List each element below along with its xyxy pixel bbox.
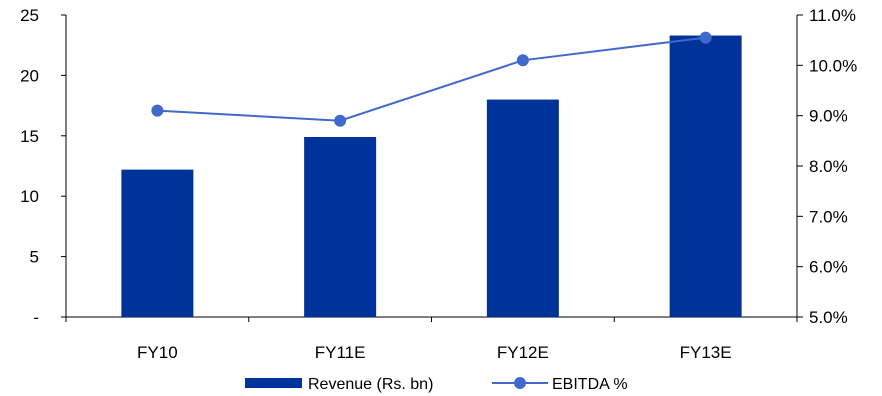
ebitda-series-line xyxy=(157,36,706,122)
legend: Revenue (Rs. bn) EBITDA % xyxy=(245,376,628,393)
left-tick-label: 25 xyxy=(20,6,39,25)
right-tick-label: 5.0% xyxy=(809,308,848,327)
x-tick-label: FY12E xyxy=(497,343,549,362)
legend-label-revenue: Revenue (Rs. bn) xyxy=(308,376,433,393)
revenue-bar xyxy=(486,99,559,317)
right-axis-tick-labels: 5.0% 6.0% 7.0% 8.0% 9.0% 10.0% 11.0% xyxy=(809,6,857,327)
x-tick-label: FY11E xyxy=(315,343,366,362)
left-tick-label: 20 xyxy=(20,66,39,85)
right-tick-label: 10.0% xyxy=(809,56,857,75)
right-tick-label: 6.0% xyxy=(809,258,848,277)
left-axis-tick-labels: - 5 10 15 20 25 xyxy=(20,6,39,327)
right-tick-label: 11.0% xyxy=(809,6,856,25)
ebitda-point xyxy=(516,54,529,67)
revenue-bar xyxy=(121,169,194,317)
revenue-bar xyxy=(304,137,377,317)
ebitda-point xyxy=(334,114,347,127)
revenue-bars xyxy=(121,35,742,317)
legend-label-ebitda: EBITDA % xyxy=(552,376,628,393)
x-tick-label: FY13E xyxy=(680,343,732,362)
left-tick-label: 5 xyxy=(30,248,39,267)
right-tick-label: 9.0% xyxy=(809,107,848,126)
revenue-bar xyxy=(669,35,742,317)
right-tick-label: 7.0% xyxy=(809,207,848,226)
ebitda-point xyxy=(699,31,712,44)
ebitda-line xyxy=(151,31,712,127)
right-tick-label: 8.0% xyxy=(809,157,848,176)
x-tick-label: FY10 xyxy=(137,343,178,362)
legend-line-marker xyxy=(514,377,526,389)
left-tick-label: 15 xyxy=(20,127,39,146)
left-tick-label: - xyxy=(33,308,39,327)
left-tick-label: 10 xyxy=(20,187,39,206)
legend-bar-swatch xyxy=(245,378,302,388)
ebitda-point xyxy=(151,104,164,117)
x-tick-labels: FY10 FY11E FY12E FY13E xyxy=(137,343,732,362)
